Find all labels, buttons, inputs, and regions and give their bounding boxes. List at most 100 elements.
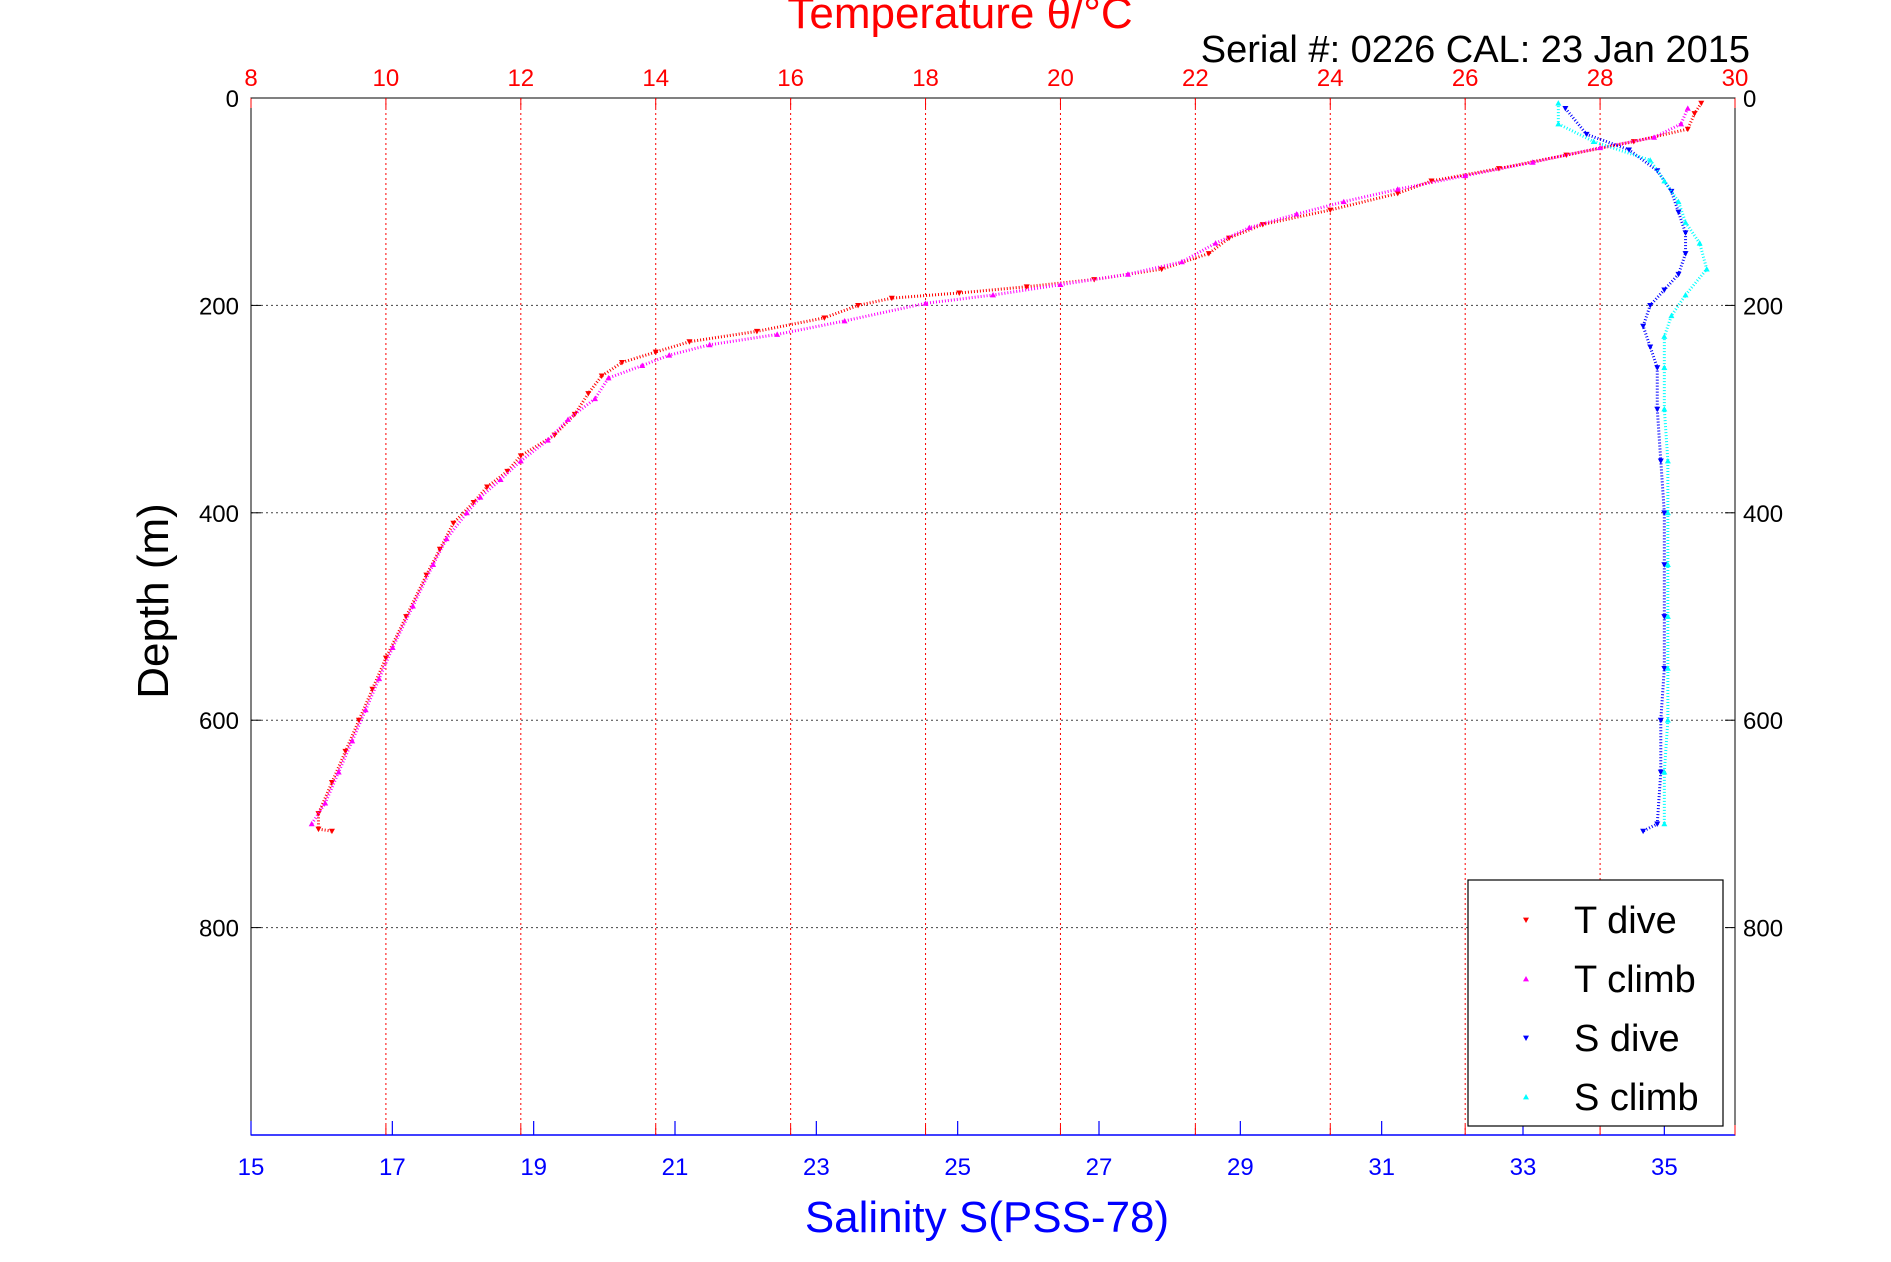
data-point xyxy=(1678,120,1685,127)
legend-label: S dive xyxy=(1574,1018,1680,1060)
data-point xyxy=(1664,509,1671,516)
depth-tick-label-right: 400 xyxy=(1743,501,1783,528)
salinity-tick-label: 17 xyxy=(379,1154,406,1181)
data-point xyxy=(1057,281,1064,288)
series-s-climb xyxy=(1555,100,1710,827)
data-points xyxy=(308,100,1710,835)
data-point xyxy=(1682,251,1689,257)
data-point xyxy=(1664,613,1671,619)
data-point xyxy=(1675,271,1682,278)
chart-subtitle: Serial #: 0226 CAL: 23 Jan 2015 xyxy=(1201,29,1750,71)
data-point xyxy=(1661,510,1668,516)
data-point xyxy=(335,769,342,775)
data-point xyxy=(369,686,376,693)
data-point xyxy=(1675,209,1682,216)
data-point xyxy=(956,290,963,296)
legend-marker xyxy=(1523,1035,1529,1041)
data-point xyxy=(1394,191,1401,197)
data-point xyxy=(774,331,781,337)
series-t-dive xyxy=(315,100,1705,835)
data-point xyxy=(1684,126,1691,133)
data-point xyxy=(1657,717,1664,724)
data-point xyxy=(436,546,443,553)
salinity-tick-label: 23 xyxy=(803,1154,830,1181)
depth-tick-label-left: 200 xyxy=(199,293,239,320)
data-point xyxy=(544,437,551,443)
data-point xyxy=(990,292,996,298)
series-line xyxy=(1564,107,1688,833)
data-point xyxy=(1661,665,1668,672)
temperature-tick-label: 18 xyxy=(912,65,939,92)
legend-label: T climb xyxy=(1574,959,1696,1001)
series-s-dive xyxy=(1562,105,1689,835)
data-point xyxy=(639,362,646,368)
data-point xyxy=(1698,100,1705,107)
data-point xyxy=(1647,157,1654,163)
data-point xyxy=(349,737,356,744)
series-line xyxy=(316,102,1703,833)
data-point xyxy=(430,561,437,568)
data-point xyxy=(315,811,322,817)
data-point xyxy=(888,295,895,302)
data-point xyxy=(1682,292,1689,298)
data-point xyxy=(605,374,612,381)
data-point xyxy=(1661,333,1668,339)
data-point xyxy=(1293,211,1300,217)
series-line xyxy=(1556,103,1709,824)
depth-tick-label-left: 400 xyxy=(199,501,239,528)
data-point xyxy=(1124,271,1131,277)
data-point xyxy=(1394,186,1401,192)
data-point xyxy=(1668,188,1675,195)
data-point xyxy=(1661,177,1668,184)
data-point xyxy=(1023,284,1030,290)
legend-marker xyxy=(1523,976,1529,982)
data-point xyxy=(1340,198,1347,205)
data-point xyxy=(1654,821,1661,827)
salinity-tick-label: 19 xyxy=(520,1154,547,1181)
data-point xyxy=(1640,323,1647,330)
legend-label: T dive xyxy=(1574,900,1677,942)
depth-tick-label-left: 0 xyxy=(226,86,239,113)
salinity-tick-label: 35 xyxy=(1651,1154,1678,1181)
data-point xyxy=(1657,769,1664,776)
temperature-tick-label: 10 xyxy=(373,65,400,92)
data-point xyxy=(389,644,396,651)
data-point xyxy=(1647,303,1654,309)
data-point xyxy=(1654,406,1661,413)
temperature-tick-label: 22 xyxy=(1182,65,1209,92)
data-point xyxy=(308,820,315,827)
data-point xyxy=(376,675,383,682)
data-point xyxy=(1212,240,1219,246)
data-point xyxy=(1428,178,1435,184)
data-point xyxy=(484,484,491,490)
data-point xyxy=(315,826,322,833)
data-point xyxy=(477,494,484,500)
depth-tick-label-right: 200 xyxy=(1743,293,1783,320)
legend: T dive T climb S dive S climb xyxy=(1467,879,1724,1127)
data-point xyxy=(1640,828,1647,835)
legend-marker xyxy=(1523,917,1529,923)
chart-title: Temperature θ/°C xyxy=(787,0,1132,38)
y-axis-label: Depth (m) xyxy=(129,503,178,699)
data-point xyxy=(1668,312,1675,319)
data-point xyxy=(1657,458,1664,464)
data-point xyxy=(1205,251,1212,257)
data-point xyxy=(517,457,524,464)
data-point xyxy=(362,706,369,713)
data-point xyxy=(1583,131,1590,138)
data-point xyxy=(1691,111,1698,117)
data-point xyxy=(1664,717,1671,723)
temperature-tick-label: 30 xyxy=(1722,65,1749,92)
data-point xyxy=(652,349,659,356)
legend-label: S climb xyxy=(1574,1077,1699,1119)
data-point xyxy=(1626,147,1632,153)
temperature-tick-label: 14 xyxy=(642,65,669,92)
data-point xyxy=(355,717,362,724)
data-point xyxy=(1555,100,1562,106)
data-point xyxy=(1654,365,1661,371)
data-point xyxy=(922,300,929,306)
data-point xyxy=(706,341,713,348)
depth-tick-label-left: 800 xyxy=(199,916,239,943)
data-point xyxy=(598,373,605,379)
data-point xyxy=(592,395,599,402)
